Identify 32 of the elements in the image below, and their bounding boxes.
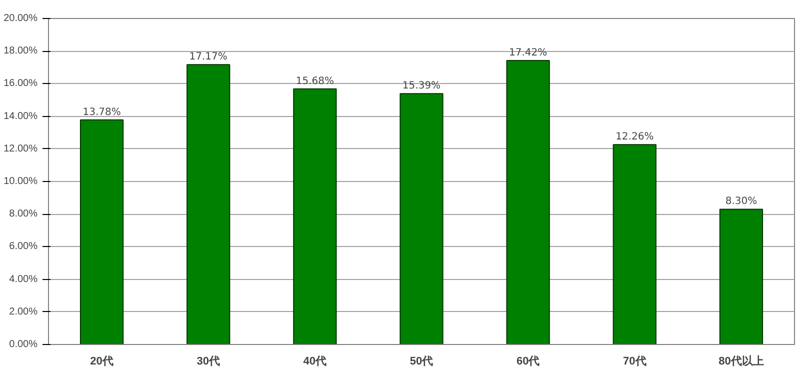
bar <box>400 93 444 344</box>
y-tick-label: 0.00% <box>9 339 38 350</box>
x-tick-label: 70代 <box>623 356 646 368</box>
bar <box>293 88 337 344</box>
y-tick-label: 18.00% <box>4 46 38 57</box>
bar <box>186 64 230 344</box>
bar <box>719 208 764 344</box>
x-tick-label: 50代 <box>410 356 434 368</box>
x-tick-label: 80代以上 <box>718 354 764 368</box>
bar <box>612 144 656 344</box>
y-tick-label: 6.00% <box>9 241 38 252</box>
bar <box>506 60 550 344</box>
data-label: 8.30% <box>725 196 758 208</box>
y-tick-label: 2.00% <box>9 306 38 318</box>
data-label: 17.42% <box>509 48 548 59</box>
data-label: 17.17% <box>189 52 228 63</box>
y-tick-label: 8.00% <box>9 208 38 220</box>
y-tick-label: 10.00% <box>4 176 38 187</box>
data-label: 15.68% <box>296 76 334 87</box>
y-tick-label: 4.00% <box>9 274 38 285</box>
data-label: 13.78% <box>82 106 121 118</box>
y-tick-label: 12.00% <box>4 143 38 154</box>
x-tick-label: 30代 <box>196 356 220 368</box>
y-tick-label: 20.00% <box>4 13 38 24</box>
bar <box>80 119 124 344</box>
x-tick-label: 60代 <box>516 356 540 368</box>
data-label: 15.39% <box>402 80 441 92</box>
y-tick-label: 16.00% <box>4 78 38 90</box>
y-tick-label: 14.00% <box>4 110 38 122</box>
x-tick-label: 40代 <box>303 356 327 368</box>
data-label: 12.26% <box>616 132 654 143</box>
x-tick-label: 20代 <box>90 356 114 368</box>
